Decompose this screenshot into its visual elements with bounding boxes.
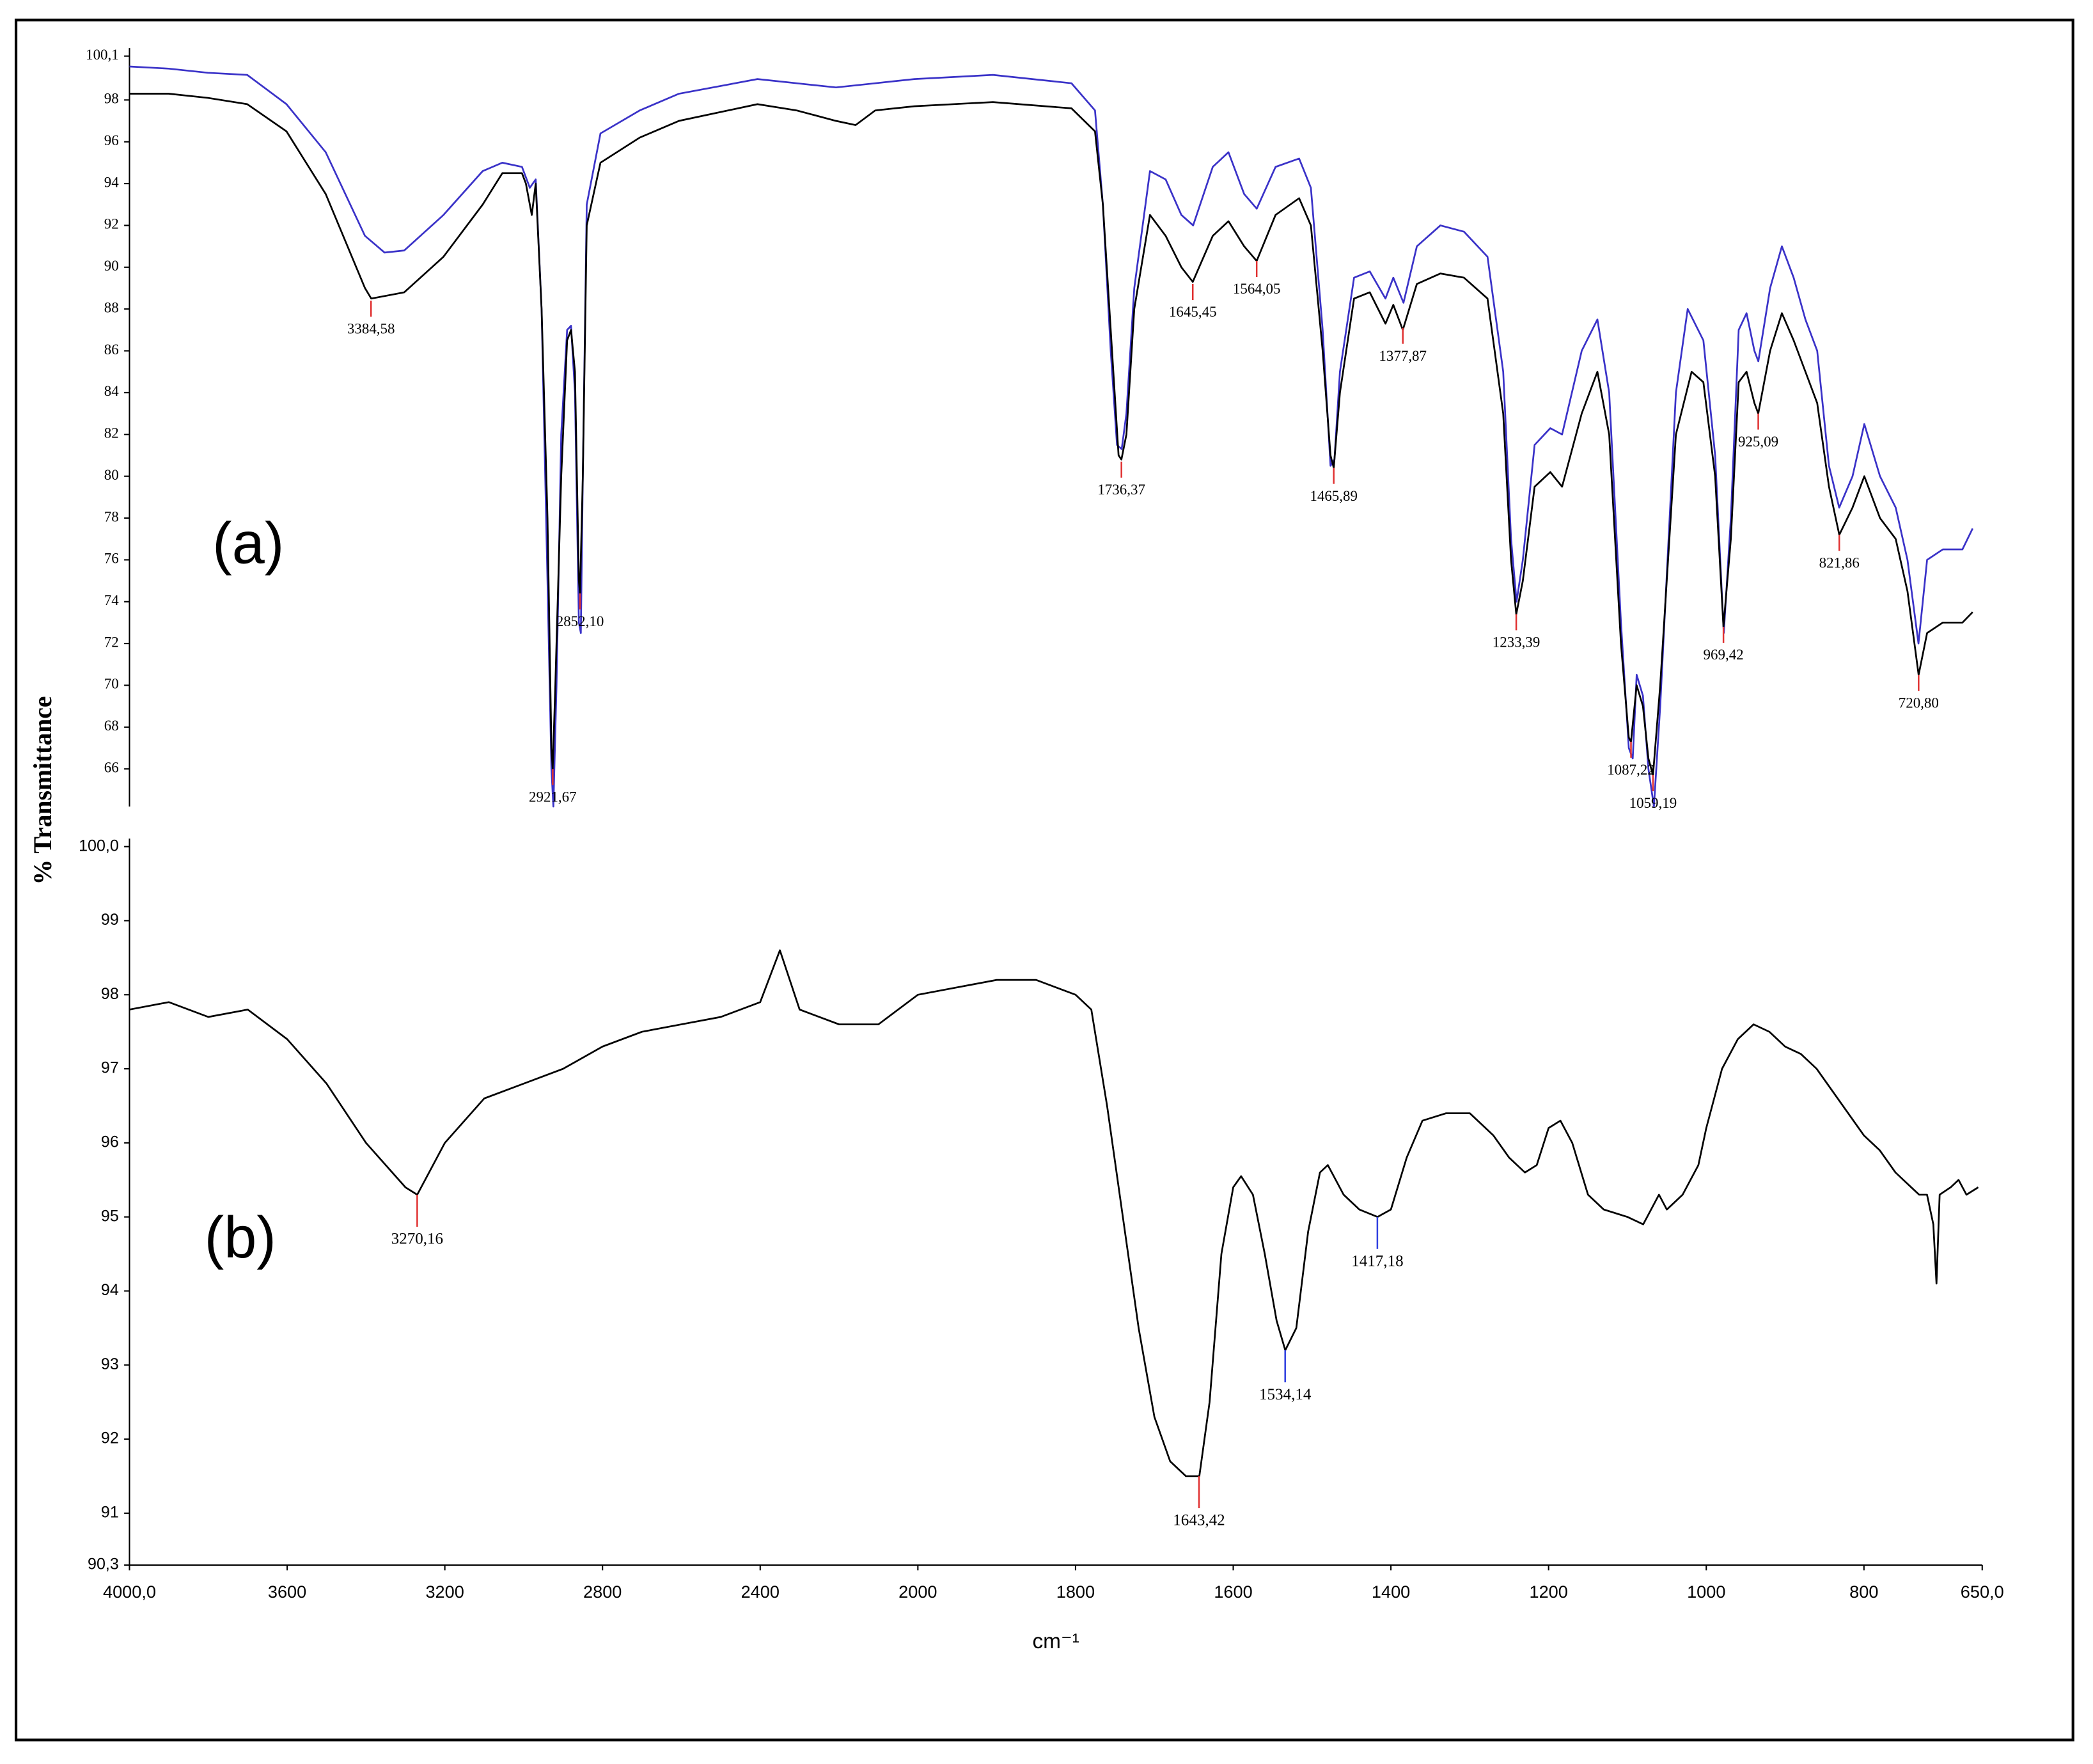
y-tick-label: 82 [104, 425, 119, 441]
y-tick-label: 66 [104, 759, 119, 775]
y-tick-label: 90,3 [88, 1555, 119, 1573]
y-tick-label: 99 [101, 911, 119, 929]
y-axis-label: % Transmittance [29, 697, 57, 885]
peak-label: 1534,14 [1259, 1386, 1312, 1403]
plot-area [129, 65, 1973, 808]
x-tick-label: 4000,0 [103, 1582, 156, 1602]
peak-label: 1465,89 [1310, 488, 1358, 504]
y-tick-label: 100,0 [79, 837, 119, 854]
y-tick-label: 80 [104, 467, 119, 483]
x-tick-label: 650,0 [1961, 1582, 2004, 1602]
y-tick-label: 94 [101, 1281, 119, 1299]
x-tick-label: 2800 [583, 1582, 622, 1602]
x-tick-label: 1000 [1687, 1582, 1725, 1602]
x-tick-label: 3200 [425, 1582, 464, 1602]
peak-label: 1233,39 [1493, 634, 1540, 650]
peak-label: 2921,67 [529, 789, 577, 805]
y-tick-label: 93 [101, 1355, 119, 1373]
peak-label: 1417,18 [1351, 1252, 1403, 1270]
y-tick-label: 100,1 [86, 47, 119, 63]
y-tick-label: 78 [104, 508, 119, 524]
peak-label: 3270,16 [391, 1231, 443, 1248]
x-tick-label: 3600 [268, 1582, 306, 1602]
y-tick-label: 74 [104, 592, 119, 608]
peak-label: 969,42 [1704, 647, 1744, 663]
peak-label: 925,09 [1738, 434, 1778, 450]
x-tick-label: 800 [1849, 1582, 1878, 1602]
y-tick-label: 98 [101, 985, 119, 1003]
plot-area [129, 949, 1979, 1477]
peak-label: 1377,87 [1379, 348, 1427, 364]
x-tick-label: 2400 [741, 1582, 780, 1602]
y-tick-label: 94 [104, 174, 119, 190]
y-tick-label: 97 [101, 1059, 119, 1077]
y-tick-label: 92 [101, 1429, 119, 1447]
peak-label: 821,86 [1819, 555, 1860, 571]
y-tick-label: 70 [104, 676, 119, 692]
y-tick-label: 91 [101, 1503, 119, 1521]
y-tick-label: 92 [104, 216, 119, 232]
panel-label: (a) [212, 510, 284, 576]
y-tick-label: 76 [104, 551, 119, 567]
x-tick-label: 1800 [1056, 1582, 1095, 1602]
y-tick-label: 98 [104, 91, 119, 107]
y-tick-label: 84 [104, 383, 119, 399]
x-tick-label: 1200 [1529, 1582, 1567, 1602]
peak-label: 1564,05 [1233, 281, 1281, 297]
y-tick-label: 96 [101, 1133, 119, 1151]
peak-label: 1087,22 [1607, 762, 1655, 778]
y-tick-label: 90 [104, 258, 119, 274]
y-tick-label: 68 [104, 718, 119, 734]
x-tick-label: 2000 [898, 1582, 937, 1602]
peak-label: 1736,37 [1097, 482, 1145, 498]
x-tick-label: 1400 [1372, 1582, 1410, 1602]
peak-label: 1059,19 [1629, 795, 1677, 811]
y-tick-label: 96 [104, 132, 119, 148]
y-tick-label: 95 [101, 1207, 119, 1225]
x-tick-label: 1600 [1214, 1582, 1252, 1602]
x-axis-label: cm⁻¹ [1032, 1630, 1079, 1653]
peak-label: 1643,42 [1173, 1512, 1225, 1529]
peak-label: 720,80 [1899, 695, 1939, 711]
spectrum-line [129, 93, 1973, 776]
peak-label: 3384,58 [347, 320, 395, 336]
peak-label: 1645,45 [1169, 304, 1217, 320]
y-tick-label: 72 [104, 634, 119, 650]
peak-label: 2852,10 [556, 613, 604, 629]
panel-label: (b) [205, 1205, 276, 1270]
spectrum-line [129, 949, 1979, 1477]
frame [14, 19, 2074, 1742]
y-tick-label: 86 [104, 342, 119, 358]
y-tick-label: 88 [104, 299, 119, 315]
